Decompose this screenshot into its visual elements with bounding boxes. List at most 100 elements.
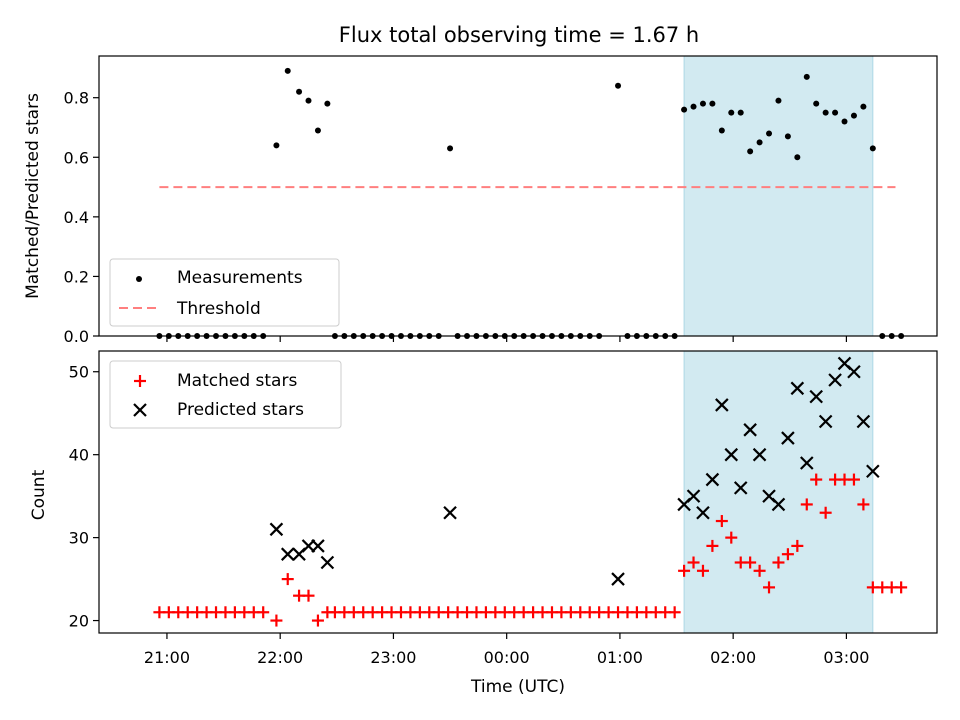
bottom-y-axis-label: Count <box>29 469 49 520</box>
predicted-star-point <box>799 456 814 470</box>
matched-star-point <box>772 556 785 569</box>
x-tick-label: 02:00 <box>710 648 756 667</box>
matched-star-point <box>706 539 719 552</box>
matched-star-point <box>895 581 908 594</box>
measurement-point <box>314 127 321 134</box>
matched-star-point <box>687 556 700 569</box>
measurement-point <box>832 109 839 116</box>
bottom-x-ticks: 21:00 22:00 23:00 00:00 01:00 02:00 03:00 <box>144 633 869 667</box>
x-tick-label: 21:00 <box>144 648 190 667</box>
measurement-point <box>860 103 867 110</box>
top-y-axis-label: Matched/Predicted stars <box>23 93 43 299</box>
legend-measurements: Measurements <box>177 268 303 288</box>
bottom-y-tick-label: 40 <box>69 446 89 465</box>
measurement-point <box>775 97 782 104</box>
matched-star-point <box>696 564 709 577</box>
measurement-point <box>737 109 744 116</box>
matched-star-point <box>281 573 294 586</box>
legend-predicted-stars: Predicted stars <box>177 400 304 420</box>
predicted-star-point <box>856 414 871 429</box>
measurement-point <box>813 100 820 107</box>
measurement-point <box>699 100 706 107</box>
bottom-panel: 20 30 40 50 21:00 22:00 23:00 00:00 01:00 02:00 0… <box>29 350 938 697</box>
bottom-legend: Matched stars Predicted stars <box>109 360 342 429</box>
top-y-tick-label: 0.0 <box>64 327 89 346</box>
matched-star-point <box>678 564 691 577</box>
measurement-point <box>784 133 791 140</box>
bottom-legend-box <box>109 360 342 429</box>
measurement-point <box>747 148 754 155</box>
matched-stars-legend-marker <box>134 375 146 387</box>
measurement-point <box>841 118 848 125</box>
predicted-star-point <box>611 572 625 586</box>
predicted-star-point <box>705 472 720 487</box>
measurement-point <box>728 109 735 116</box>
matched-star-point <box>311 614 324 627</box>
matched-star-point <box>763 581 776 594</box>
x-axis-label: Time (UTC) <box>470 677 565 697</box>
predicted-star-point <box>743 423 757 437</box>
legend-threshold: Threshold <box>176 299 261 319</box>
bottom-highlight-span <box>683 350 874 634</box>
bottom-y-tick-label: 20 <box>69 612 89 631</box>
matched-star-point <box>819 506 832 519</box>
top-y-tick-label: 0.6 <box>64 148 89 167</box>
matched-star-point <box>791 539 804 552</box>
top-y-tick-label: 0.2 <box>64 267 89 286</box>
x-tick-label: 22:00 <box>257 648 303 667</box>
measurement-point <box>615 82 622 89</box>
predicted-star-point <box>771 497 786 512</box>
measurement-point <box>822 109 829 116</box>
bottom-axes-frame <box>98 350 938 634</box>
matched-star-point <box>800 498 813 511</box>
bottom-y-tick-label: 30 <box>69 529 89 548</box>
top-panel: 0.00.20.40.60.8 Matched/Predicted stars … <box>23 55 938 346</box>
measurement-point <box>794 154 801 161</box>
top-legend-box <box>109 258 340 327</box>
predicted-star-point <box>847 364 861 379</box>
matched-star-point <box>715 515 728 528</box>
matched-star-point <box>270 614 283 627</box>
x-tick-label: 00:00 <box>484 648 530 667</box>
measurement-points <box>156 67 905 339</box>
predicted-star-point <box>696 505 710 520</box>
x-tick-label: 01:00 <box>597 648 643 667</box>
predicted-star-point <box>866 464 880 479</box>
predicted-star-point <box>311 539 325 553</box>
bottom-y-tick-label: 50 <box>69 363 89 382</box>
predicted-star-point <box>752 447 767 462</box>
x-tick-label: 03:00 <box>823 648 869 667</box>
top-y-tick-label: 0.4 <box>64 208 89 227</box>
predicted-star-point <box>686 489 701 503</box>
count-points <box>153 356 908 627</box>
measurement-point <box>305 97 312 104</box>
bottom-y-ticks: 20 30 40 50 <box>69 363 99 631</box>
matched-star-point <box>810 473 823 486</box>
measurement-point <box>718 127 725 134</box>
predicted-star-point <box>809 389 823 404</box>
matched-star-point <box>857 498 870 511</box>
predicted-star-point <box>733 481 748 495</box>
top-y-tick-label: 0.8 <box>64 89 89 108</box>
chart-title: Flux total observing time = 1.67 h <box>339 23 699 47</box>
measurement-point <box>690 103 697 110</box>
measurement-point <box>850 112 857 119</box>
measurement-point <box>296 88 303 95</box>
predicted-star-point <box>715 398 729 412</box>
predicted-star-point <box>724 447 739 462</box>
predicted-stars-legend-marker <box>133 403 147 417</box>
predicted-star-point <box>790 381 805 396</box>
top-x-ticks <box>166 336 848 342</box>
matched-star-point <box>302 589 315 602</box>
predicted-star-point <box>443 505 457 520</box>
predicted-star-point <box>781 431 795 445</box>
legend-matched-stars: Matched stars <box>177 371 297 391</box>
matched-star-point <box>753 564 766 577</box>
measurement-point <box>273 142 280 149</box>
measurement-point <box>284 67 291 74</box>
top-legend: Measurements Threshold <box>109 258 340 327</box>
matched-star-point <box>725 531 738 544</box>
measurement-point <box>803 73 810 80</box>
measurement-point <box>681 106 688 113</box>
